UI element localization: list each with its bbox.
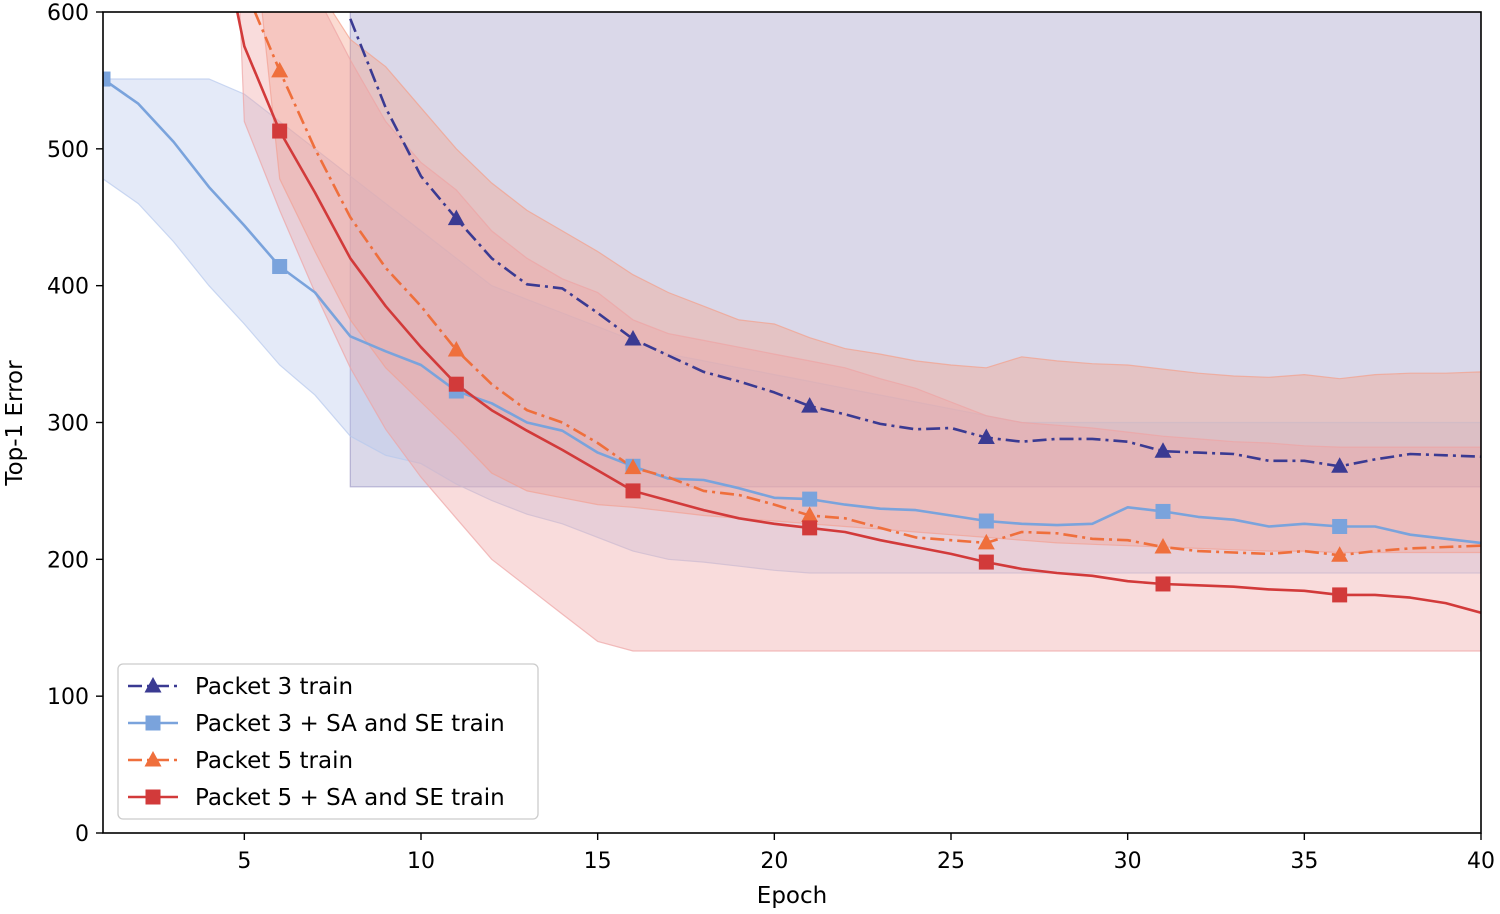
- marker-series-2-x26: [978, 513, 994, 529]
- marker-series-3-x11: [447, 340, 465, 357]
- y-tick-label-300: 300: [47, 412, 89, 437]
- marker-series-4-x16: [625, 483, 641, 499]
- band-series-4: [239, 12, 1481, 652]
- marker-series-3-x31: [1154, 538, 1172, 554]
- legend-marker-1: [144, 677, 162, 693]
- legend: Packet 3 train Packet 3 + SA and SE train…: [117, 663, 539, 820]
- legend-label-2: Packet 3 + SA and SE train: [195, 711, 505, 737]
- y-axis: 0 100 200 300 400 500 600: [47, 1, 103, 847]
- marker-series-4-x6: [272, 123, 288, 139]
- marker-series-3-x21: [801, 506, 819, 523]
- legend-marker-2: [145, 715, 161, 731]
- y-tick-label-0: 0: [75, 822, 89, 847]
- marker-series-2-x1: [103, 71, 111, 87]
- marker-series-2-x21: [802, 491, 818, 507]
- line-series-4: [236, 12, 1481, 614]
- y-tick-label-600: 600: [47, 1, 89, 26]
- y-tick-label-500: 500: [47, 138, 89, 163]
- marker-series-1-x26: [977, 428, 995, 445]
- x-axis: 5 10 15 20 25 30 35 40: [237, 833, 1495, 874]
- band-series-1: [349, 12, 1481, 488]
- confidence-bands: [103, 12, 1481, 652]
- marker-series-1-x21: [801, 397, 819, 413]
- marker-series-2-x31: [1155, 503, 1171, 519]
- marker-series-3-x6: [271, 61, 289, 78]
- y-tick-label-400: 400: [47, 275, 89, 300]
- marker-series-4-x31: [1155, 576, 1171, 592]
- x-tick-label-30: 30: [1114, 849, 1142, 874]
- marker-series-4-x11: [448, 376, 464, 392]
- x-tick-label-20: 20: [760, 849, 788, 874]
- marker-series-3-x36: [1331, 546, 1349, 562]
- marker-series-1-x11: [447, 209, 465, 226]
- marker-series-4-x26: [978, 554, 994, 570]
- marker-series-2-x6: [272, 259, 288, 275]
- legend-marker-3: [144, 751, 162, 767]
- legend-marker-4: [145, 789, 161, 805]
- x-tick-label-10: 10: [407, 849, 435, 874]
- marker-series-3-x26: [977, 533, 995, 550]
- y-tick-label-200: 200: [47, 548, 89, 573]
- marker-series-2-x36: [1332, 518, 1348, 534]
- x-tick-label-5: 5: [237, 849, 251, 874]
- marker-series-4-x36: [1332, 587, 1348, 603]
- line-series-1: [349, 18, 1481, 468]
- marker-series-1-x16: [624, 330, 642, 346]
- x-tick-label-15: 15: [584, 849, 612, 874]
- legend-frame: [117, 663, 539, 820]
- marker-series-1-x36: [1331, 457, 1349, 473]
- marker-series-1-x31: [1154, 442, 1172, 458]
- legend-label-3: Packet 5 train: [195, 748, 353, 774]
- line-series-3: [253, 12, 1481, 557]
- x-tick-label-40: 40: [1467, 849, 1495, 874]
- x-axis-label: Epoch: [757, 883, 827, 909]
- y-axis-label: Top-1 Error: [2, 360, 28, 487]
- x-tick-label-35: 35: [1290, 849, 1318, 874]
- marker-series-4-x21: [802, 520, 818, 536]
- series-markers: [103, 61, 1349, 603]
- y-tick-label-100: 100: [47, 685, 89, 710]
- series-lines: [103, 12, 1481, 614]
- band-series-2: [103, 78, 1481, 574]
- line-series-2: [103, 77, 1481, 545]
- x-tick-label-25: 25: [937, 849, 965, 874]
- band-series-3: [261, 12, 1481, 554]
- marker-series-3-x16: [624, 458, 642, 475]
- legend-label-4: Packet 5 + SA and SE train: [195, 785, 505, 811]
- legend-label-1: Packet 3 train: [195, 674, 353, 700]
